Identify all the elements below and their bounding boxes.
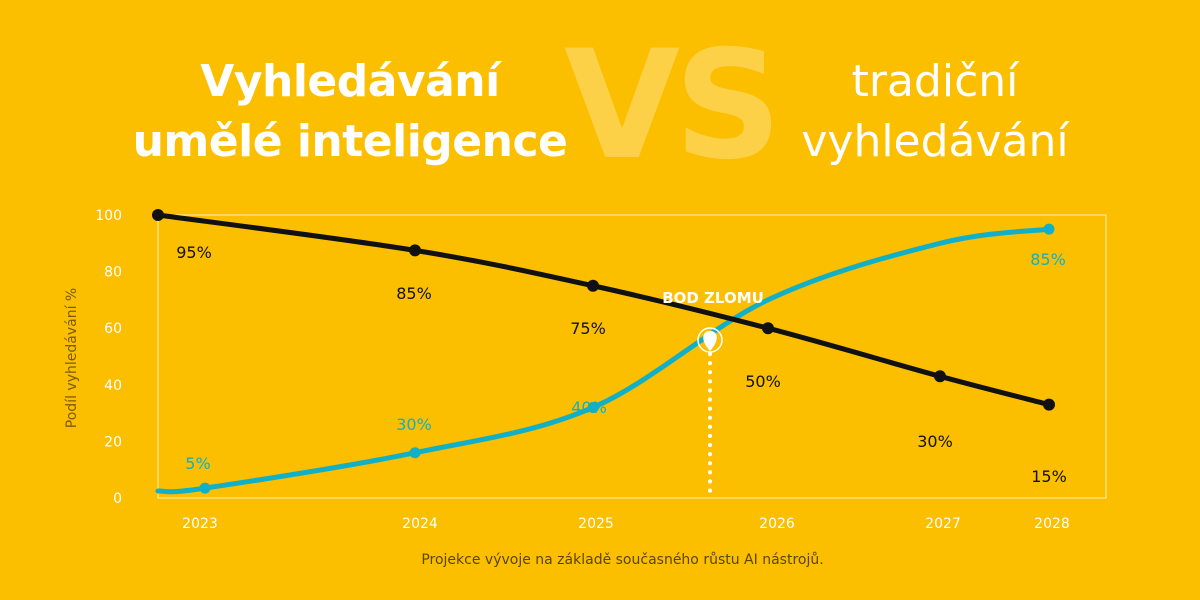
x-tick-label: 2025 <box>578 516 614 532</box>
breakpoint-label: BOD ZLOMU <box>662 289 764 307</box>
data-label-traditional: 95% <box>176 243 212 262</box>
point-ai <box>409 447 421 459</box>
point-traditional <box>762 322 774 335</box>
y-tick-label: 20 <box>104 434 122 450</box>
footnote: Projekce vývoje na základě současného rů… <box>421 552 824 568</box>
point-ai <box>587 401 599 413</box>
title-ai-line2: umělé inteligence <box>132 116 568 167</box>
point-traditional <box>934 370 946 383</box>
y-tick-label: 0 <box>113 491 122 507</box>
data-label-ai: 5% <box>185 454 210 473</box>
y-tick-label: 100 <box>95 208 122 224</box>
x-tick-label: 2024 <box>402 516 438 532</box>
data-label-traditional: 15% <box>1031 467 1067 486</box>
point-traditional <box>1043 398 1055 411</box>
y-tick-label: 80 <box>104 265 122 281</box>
breakpoint-ring <box>697 327 723 353</box>
plot-frame <box>157 214 1107 499</box>
data-label-ai: 85% <box>1030 250 1066 269</box>
point-ai <box>1043 223 1055 235</box>
x-tick-label: 2028 <box>1034 516 1070 532</box>
title-traditional-search: tradiční vyhledávání <box>750 52 1120 172</box>
title-ai-search: Vyhledávání umělé inteligence <box>70 52 630 172</box>
point-traditional <box>152 209 164 221</box>
data-label-ai: 30% <box>396 415 432 434</box>
data-label-ai: 40% <box>571 398 607 417</box>
series-line-traditional <box>155 212 1052 408</box>
y-tick-label: 40 <box>104 378 122 394</box>
data-label-traditional: 50% <box>745 372 781 391</box>
point-traditional <box>409 244 421 257</box>
y-axis-label: Podíl vyhledávání % <box>64 287 80 429</box>
point-ai <box>199 482 211 494</box>
title-trad-line2: vyhledávání <box>801 116 1069 167</box>
x-tick-label: 2026 <box>759 516 795 532</box>
title-ai-line1: Vyhledávání <box>200 56 500 107</box>
title-trad-line1: tradiční <box>851 56 1019 107</box>
breakpoint-pin-icon <box>703 331 717 351</box>
x-tick-label: 2027 <box>925 516 961 532</box>
point-traditional <box>587 279 599 292</box>
series-line-ai <box>155 226 1052 495</box>
x-tick-label: 2023 <box>182 516 218 532</box>
data-label-traditional: 30% <box>917 432 953 451</box>
data-label-traditional: 75% <box>570 319 606 338</box>
vs-watermark: VS <box>563 19 782 193</box>
y-tick-label: 60 <box>104 321 122 337</box>
data-label-traditional: 85% <box>396 284 432 303</box>
